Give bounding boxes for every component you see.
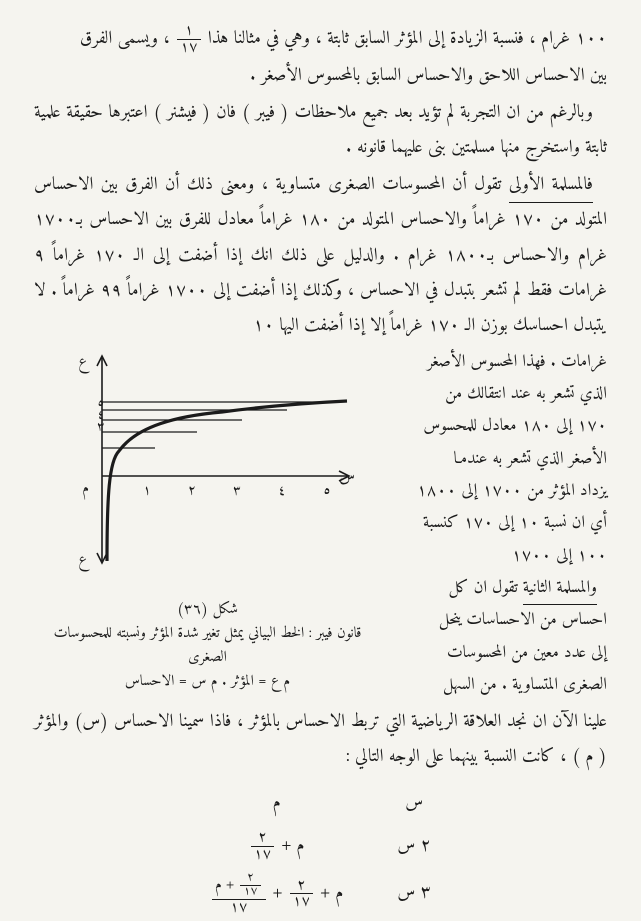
eq3-den1: ١٧: [290, 894, 314, 910]
eq2-den: ١٧: [251, 847, 275, 863]
rc-line-6: ١٠٠ إلى ١٧٠٠: [385, 540, 607, 572]
page: ١٠٠ غرام ، فنسبة الزيادة إلى المؤثر السا…: [0, 0, 641, 900]
figure-column: ع ع س م ١ ٢ ٣ ٤ ٥ ٥ ٤ ٣: [34, 346, 385, 694]
eq-row-3: م + ٢ ١٧ + ٢ ١٧ + م ١٧: [184, 869, 457, 918]
eq2-frac: ٢ ١٧: [249, 830, 277, 863]
para-2: بين الاحساس اللاحق والاحساس السابق بالمح…: [34, 59, 607, 94]
figure-caption: شكل (٣٦) قانون فيبر : الخط البياني يمثل …: [38, 598, 377, 694]
eq2-m-sym: م: [296, 831, 304, 862]
axis-x-label: س: [339, 464, 355, 492]
eq2-s: ٢ س: [371, 826, 457, 867]
eq3-m: م + ٢ ١٧ + ٢ ١٧ + م ١٧: [184, 869, 369, 918]
svg-text:٢: ٢: [188, 478, 196, 503]
svg-text:١: ١: [143, 478, 151, 503]
p5c: إلى عدد معين من المحسوسات: [385, 637, 607, 669]
axis-origin-label: م: [82, 475, 89, 502]
figure-caption-line1: قانون فيبر : الخط البياني يمثل تغير شدة …: [38, 622, 377, 670]
para-6: علينا الآن ان نجد العلاقة الرياضية التي …: [34, 705, 607, 775]
figure-caption-line2: م ع = المؤثر . م س = الاحساس: [38, 670, 377, 694]
eq-row-2: م + ٢ ١٧ ٢ س: [184, 826, 457, 867]
premise-1-label: فالمسلمة الأولى: [509, 170, 593, 203]
eq3-plus1: +: [320, 879, 330, 910]
eq2-plus: +: [282, 831, 292, 862]
eq3-s: ٣ س: [371, 869, 457, 918]
eq3-m-sym: م: [335, 879, 343, 910]
eq3-frac2: ٢ ١٧ + م ١٧: [210, 872, 268, 915]
continuing-text: غرامات . فهذا المحسوس الأصغر الذي تشعر ب…: [385, 346, 607, 701]
p5b: احساس من الاحساسات ينحل: [385, 604, 607, 636]
eq3-frac1: ٢ ١٧: [288, 878, 316, 911]
para-3: وبالرغم من ان التجربة لم تؤيد بعد جميع م…: [34, 96, 607, 166]
para1-tail: ، ويسمى الفرق: [80, 24, 170, 55]
p5a: تقول ان كل: [448, 573, 522, 603]
p5d: الصغرى المتساوية . من السهل: [385, 669, 607, 701]
para-4: فالمسلمة الأولى تقول أن المحسوسات الصغرى…: [34, 168, 607, 343]
para-1: ١٠٠ غرام ، فنسبة الزيادة إلى المؤثر السا…: [34, 22, 607, 57]
fechner-curve-figure: ع ع س م ١ ٢ ٣ ٤ ٥ ٥ ٤ ٣: [47, 346, 377, 576]
rc-line-5: أي ان نسبة ١٠ إلى ١٧٠ كنسبة: [385, 507, 607, 539]
premise-2-label: والمسلمة الثانية: [523, 573, 597, 605]
eq-m-header: م: [184, 783, 369, 824]
rc-line-2: ١٧٠ إلى ١٨٠ معادل للمحسوس: [385, 410, 607, 442]
eq3-plus2: +: [273, 879, 283, 910]
figure-caption-title: شكل (٣٦): [38, 598, 377, 622]
rc-line-4: يزداد المؤثر من ١٧٠٠ إلى ١٨٠٠: [385, 475, 607, 507]
rc-line-3: الأصغر الذي تشعر به عندمـا: [385, 443, 607, 475]
rc-line-0: غرامات . فهذا المحسوس الأصغر: [385, 346, 607, 378]
premise-2-line: والمسلمة الثانية تقول ان كل: [385, 572, 607, 604]
rc-line-1: الذي تشعر به عند انتقالك من: [385, 378, 607, 410]
eq3-den2: ١٧: [212, 900, 266, 916]
frac-1-17: ١ ١٧: [175, 23, 203, 56]
para1-text: ١٠٠ غرام ، فنسبة الزيادة إلى المؤثر السا…: [203, 24, 607, 55]
svg-text:٥: ٥: [323, 478, 331, 503]
figure-text-split: ع ع س م ١ ٢ ٣ ٤ ٥ ٥ ٤ ٣: [34, 346, 607, 701]
eq-s-header: س: [371, 783, 457, 824]
eq2-m: م + ٢ ١٧: [184, 826, 369, 867]
eq3-nested-m: م: [215, 872, 222, 899]
svg-text:٤: ٤: [278, 478, 286, 503]
frac-den: ١٧: [177, 40, 201, 56]
svg-text:٣: ٣: [233, 478, 241, 503]
eq-row-1: م س: [184, 783, 457, 824]
